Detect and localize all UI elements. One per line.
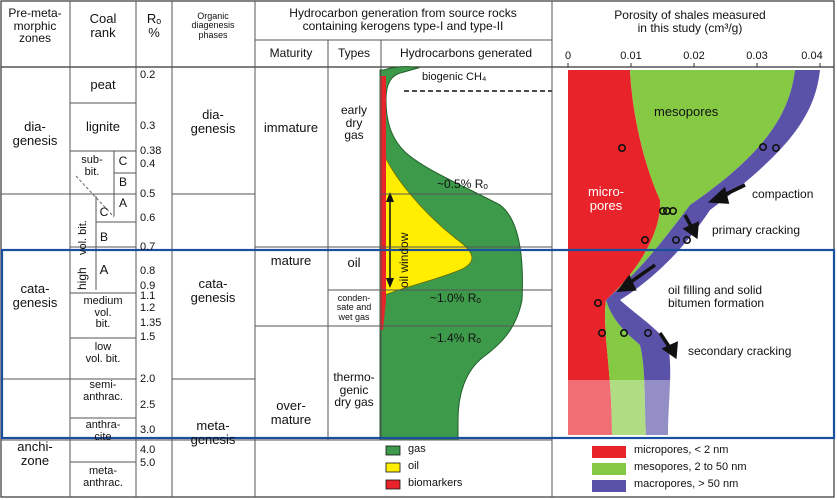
ro-value: 0.4 [140,158,156,170]
type-oil: oil [347,255,361,270]
ro-value: 0.5 [140,188,156,200]
ro-value: 1.35 [140,317,162,329]
axis-tick: 0.03 [746,50,768,62]
label-biogenic-ch4: biogenic CH₄ [422,71,487,83]
header-diagenesis-phases: Organic diagenesis phases [191,11,235,40]
header-types: Types [337,46,371,60]
ro-value: 0.7 [140,241,156,253]
rank-semi-anthrac: semi- anthrac. [83,379,123,403]
ro-value: 2.5 [140,399,156,411]
zone-diagenesis: dia- genesis [12,119,58,148]
header-ro: Rₒ % [146,11,162,40]
catagenesis-highlight-box [0,248,836,440]
rank-vol-bit: vol. bit. [77,220,89,255]
phase-metagenesis: meta- genesis [190,418,236,447]
rank-peat: peat [90,77,116,92]
rank-low-vol-bit: low vol. bit. [85,341,121,365]
ro-value: 0.3 [140,120,156,132]
axis-tick: 0 [564,50,572,62]
porosity-axis [567,63,821,68]
label-ro-10: ~1.0% Rₒ [430,291,481,305]
header-zones: Pre-meta- morphic zones [8,6,62,46]
label-micropores: micro- pores [587,184,625,213]
label-primary-cracking: primary cracking [712,223,801,237]
rank-subbit: sub- bit. [81,154,103,178]
micropore-area [568,70,661,435]
rank-high: high [75,267,89,290]
process-arrows [616,183,746,360]
maturity-immature: immature [263,120,319,135]
ro-value: 1.1 [140,290,156,302]
oil-region [381,149,473,296]
ro-value: 1.2 [140,302,156,314]
label-oil-filling: oil filling and solid bitumen formation [668,283,765,310]
axis-tick: 0.04 [801,50,823,62]
header-maturity: Maturity [269,46,313,60]
maturity-overmature: over- mature [270,398,312,427]
rank-meta-anthrac: meta- anthrac. [83,465,123,489]
legend-biomarkers: biomarkers [408,477,463,489]
rank-b: B [99,230,109,244]
phase-catagenesis: cata- genesis [190,276,236,305]
macropore-area [606,70,820,435]
rank-medium-vol-bit: medium vol. bit. [83,295,123,331]
header-hc-generation: Hydrocarbon generation from source rocks… [289,6,517,33]
rank-subbit-c: C [118,154,128,168]
zone-anchizone: anchi- zone [17,439,53,468]
label-ro-14: ~1.4% Rₒ [430,331,481,345]
ro-value: 3.0 [140,424,156,436]
rank-high-a: A [99,262,109,277]
axis-tick: 0.01 [620,50,642,62]
ro-value: 1.5 [140,331,156,343]
rank-a: A [118,196,128,210]
legend-micropores: micropores, < 2 nm [634,444,729,456]
label-oil-window: oil window [397,232,411,288]
type-early-dry-gas: early dry gas [340,103,368,143]
label-ro-05: ~0.5% Rₒ [437,177,488,191]
header-hc-generated: Hydrocarbons generated [399,46,533,60]
label-compaction: compaction [752,187,814,201]
header-coal-rank: Coal rank [89,11,117,40]
legend-mesopores: mesopores, 2 to 50 nm [634,461,747,473]
ro-value: 0.2 [140,69,156,81]
ro-value: 4.0 [140,444,156,456]
label-mesopores: mesopores [654,104,719,119]
type-condensate: conden- sate and wet gas [336,293,372,322]
label-secondary-cracking: secondary cracking [688,344,792,358]
header-porosity: Porosity of shales measured in this stud… [614,8,766,35]
ro-value: 0.9 [140,280,156,292]
zone-catagenesis: cata- genesis [12,281,58,310]
legend-oil: oil [408,460,420,472]
rank-anthracite: anthra- cite [85,419,121,443]
porosity-data-points [593,143,780,337]
ro-value: 5.0 [140,457,156,469]
oil-window-arrow [386,192,394,288]
ro-value: 0.38 [140,145,162,157]
mesopore-area [605,70,795,435]
axis-tick: 0.02 [683,50,705,62]
ro-value: 0.6 [140,212,156,224]
maturity-mature: mature [270,253,312,268]
ro-value: 2.0 [140,373,156,385]
rank-subbit-b: B [118,175,128,189]
ro-value: 0.8 [140,265,156,277]
type-thermogenic: thermo- genic dry gas [333,370,375,410]
legend-gas: gas [408,443,426,455]
phase-diagenesis: dia- genesis [190,107,236,136]
rank-lignite: lignite [86,119,120,134]
legend-macropores: macropores, > 50 nm [634,478,739,490]
rank-c: C [99,205,109,219]
